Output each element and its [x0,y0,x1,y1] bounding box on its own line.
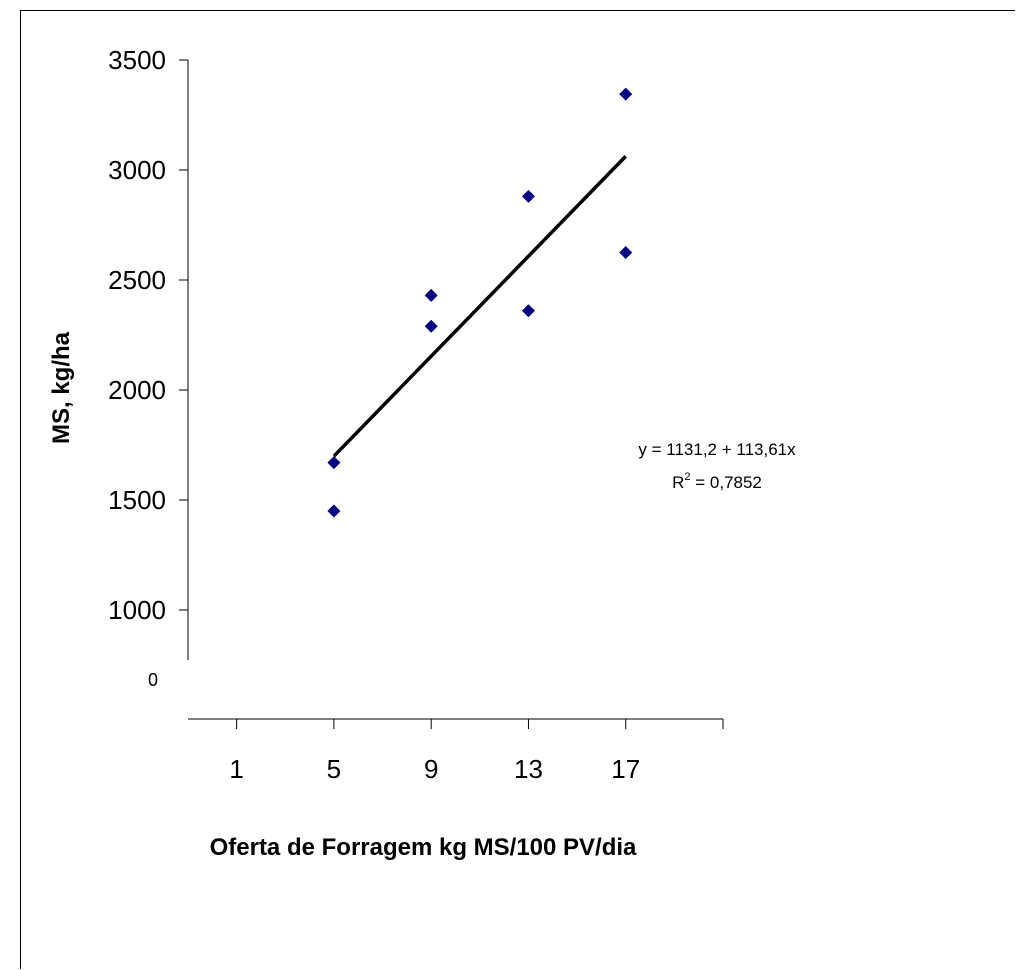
trendline-equation: y = 1131,2 + 113,61x [638,440,796,459]
y-tick-label: 3000 [108,155,166,185]
x-tick-label: 9 [424,754,438,784]
data-point [521,189,535,203]
data-points [327,87,633,518]
x-tick-label: 5 [327,754,341,784]
chart-frame [20,10,1015,969]
x-axis: 1 5 9 13 17 [188,718,724,784]
data-point [619,87,633,101]
data-point [619,246,633,259]
y-axis: 1000 1500 2000 2500 3000 3500 0 [108,45,189,690]
y-tick-label: 2000 [108,375,166,405]
x-axis-title: Oferta de Forragem kg MS/100 PV/dia [210,834,637,861]
data-point [327,456,341,470]
y-tick-label: 3500 [108,45,166,75]
y-tick-label: 1500 [108,485,166,515]
y-axis-title: MS, kg/ha [48,331,75,444]
y-tick-label: 1000 [108,595,166,625]
data-point [327,504,341,518]
r-squared-exponent: 2 [684,471,690,483]
y-tick-label: 2500 [108,265,166,295]
trendline-group [332,155,627,458]
r-squared-label: R2 = 0,7852 [672,471,762,492]
r-squared-value: = 0,7852 [691,473,762,492]
r-squared-prefix: R [672,473,684,492]
data-point [424,288,438,302]
x-tick-label: 1 [229,754,243,784]
data-point [424,319,438,333]
x-tick-label: 13 [514,754,543,784]
trendline [332,155,627,458]
y-origin-label: 0 [148,670,158,690]
x-tick-label: 17 [611,754,640,784]
data-point [521,304,535,318]
